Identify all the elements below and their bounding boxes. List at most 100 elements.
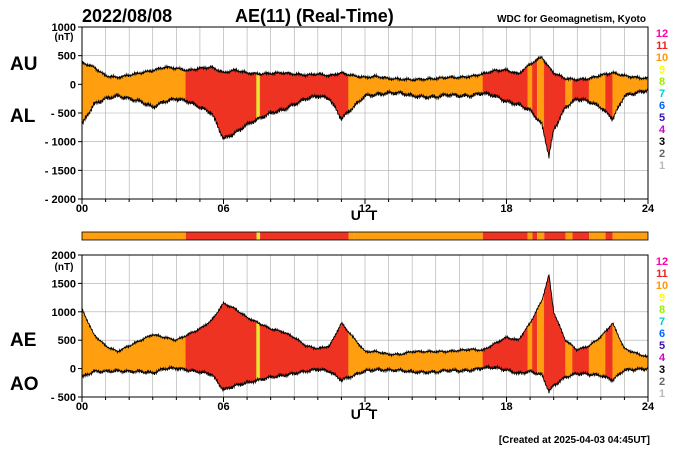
activity-level-segment <box>565 232 573 240</box>
activity-level-segment <box>348 232 355 240</box>
au-al-scale-label: 3 <box>659 136 665 148</box>
ae-ao-scale-label: 10 <box>656 280 668 292</box>
au-al-fill-segment <box>544 60 566 159</box>
au-al-x-tick-label: 18 <box>500 203 512 215</box>
ae-ao-x-tick-label: 12 <box>359 401 371 413</box>
activity-level-segment <box>544 232 566 240</box>
ao-label: AO <box>10 374 39 395</box>
au-al-y-ticks: 1000 500 0 - 500 - 1000 - 1500 - 2000 <box>45 22 82 206</box>
activity-level-bar-frame <box>81 231 649 241</box>
au-al-scale-label: 10 <box>656 52 668 64</box>
activity-level-segment <box>537 232 545 240</box>
activity-level-segment <box>572 232 590 240</box>
ae-ao-scale-label: 4 <box>659 352 666 364</box>
ae-ao-x-axis-label: U T <box>351 406 380 422</box>
au-al-lines <box>81 55 649 159</box>
au-label: AU <box>10 54 37 75</box>
ae-ao-scale-label: 9 <box>659 292 665 304</box>
au-al-scale-label: 2 <box>659 148 665 160</box>
au-al-fill-segment <box>565 76 573 109</box>
ae-ao-fill-segment <box>605 322 613 383</box>
al-label: AL <box>10 106 36 127</box>
activity-level-segment <box>185 232 257 240</box>
ae-ao-fill-segment <box>565 339 573 379</box>
ae-ao-scale-label: 1 <box>659 388 665 400</box>
au-al-scale-label: 1 <box>659 160 665 172</box>
ae-ao-y-tick-label: 2000 <box>52 250 76 262</box>
activity-level-segment <box>532 232 538 240</box>
au-al-y-tick-label: 1000 <box>52 22 76 34</box>
au-al-y-tick-label: 0 <box>70 79 76 91</box>
activity-level-segment <box>260 232 349 240</box>
activity-level-segment <box>354 232 483 240</box>
au-al-fill-segment <box>532 58 538 121</box>
ae-ao-scale-label: 6 <box>659 328 665 340</box>
ae-ao-scale-label: 2 <box>659 376 665 388</box>
ae-ao-scale-label: 5 <box>659 340 665 352</box>
activity-level-segment <box>256 232 261 240</box>
ae-ao-lines <box>81 273 649 394</box>
au-al-scale-label: 4 <box>659 124 666 136</box>
au-al-scale-label: 5 <box>659 112 665 124</box>
au-al-y-tick-label: - 500 <box>51 108 76 120</box>
date-label: 2022/08/08 <box>82 6 172 26</box>
au-al-scale-label: 8 <box>659 76 665 88</box>
au-al-x-tick-label: 00 <box>76 203 88 215</box>
ae-ao-y-tick-label: 500 <box>58 335 76 347</box>
au-al-scale-label: 9 <box>659 64 665 76</box>
ae-label: AE <box>10 330 36 351</box>
au-al-x-tick-label: 24 <box>642 203 655 215</box>
activity-level-segment <box>589 232 606 240</box>
au-al-x-ticks: 00 06 12 18 24 <box>76 199 655 215</box>
created-timestamp: [Created at 2025-04-03 04:45UT] <box>499 435 650 446</box>
au-al-y-tick-label: 500 <box>58 51 76 63</box>
au-al-y-tick-label: - 1000 <box>45 137 76 149</box>
ae-ao-y-ticks: 2000 1500 1000 500 0 - 500 <box>51 250 82 404</box>
au-al-y-unit: (nT) <box>55 32 74 43</box>
au-al-lower-line <box>81 88 649 159</box>
ae-ao-fill-segment <box>527 318 533 374</box>
ae-ao-x-tick-label: 00 <box>76 401 88 413</box>
au-al-fill-segment <box>256 71 261 121</box>
ae-ao-x-ticks: 00 06 12 18 24 <box>76 397 655 413</box>
au-al-fill-segment <box>605 71 613 122</box>
ae-ao-scale-label: 8 <box>659 304 665 316</box>
source-label: WDC for Geomagnetism, Kyoto <box>497 14 646 25</box>
activity-level-bar <box>81 231 649 241</box>
ae-ao-x-tick-label: 06 <box>217 401 229 413</box>
ae-ao-x-tick-label: 24 <box>642 401 655 413</box>
ae-ao-y-unit: (nT) <box>55 262 74 273</box>
chart-title: AE(11) (Real-Time) <box>235 6 394 26</box>
ae-ao-fill-segment <box>572 344 590 377</box>
ae-ao-y-tick-label: 1500 <box>52 278 76 290</box>
ae-ao-fill-segment <box>348 331 355 380</box>
ae-ao-upper-line <box>81 273 649 359</box>
ae-ao-scale-label: 12 <box>656 256 668 268</box>
activity-level-segment <box>482 232 528 240</box>
ae-ao-fill-segment <box>588 330 606 379</box>
au-al-x-tick-label: 12 <box>359 203 371 215</box>
activity-level-segment <box>612 232 648 240</box>
au-al-fill-segment <box>185 65 257 140</box>
activity-level-segment <box>527 232 533 240</box>
ae-ao-fill-segment <box>185 301 257 392</box>
activity-level-bar-segments <box>82 232 648 240</box>
au-al-scale-label: 6 <box>659 100 665 112</box>
au-al-fill-segment <box>527 61 533 114</box>
ae-ao-scale-label: 3 <box>659 364 665 376</box>
au-al-grid <box>82 27 648 199</box>
au-al-x-tick-label: 06 <box>217 203 229 215</box>
activity-level-segment <box>82 232 186 240</box>
ae-ao-lower-line <box>81 363 649 394</box>
ae-ao-y-tick-label: 0 <box>70 364 76 376</box>
au-al-x-axis-label: U T <box>351 207 380 223</box>
ae-ao-scale-label: 11 <box>656 268 668 280</box>
au-al-y-tick-label: - 1500 <box>45 165 76 177</box>
au-al-upper-line <box>81 55 649 83</box>
ae-ao-y-tick-label: - 500 <box>51 392 76 404</box>
